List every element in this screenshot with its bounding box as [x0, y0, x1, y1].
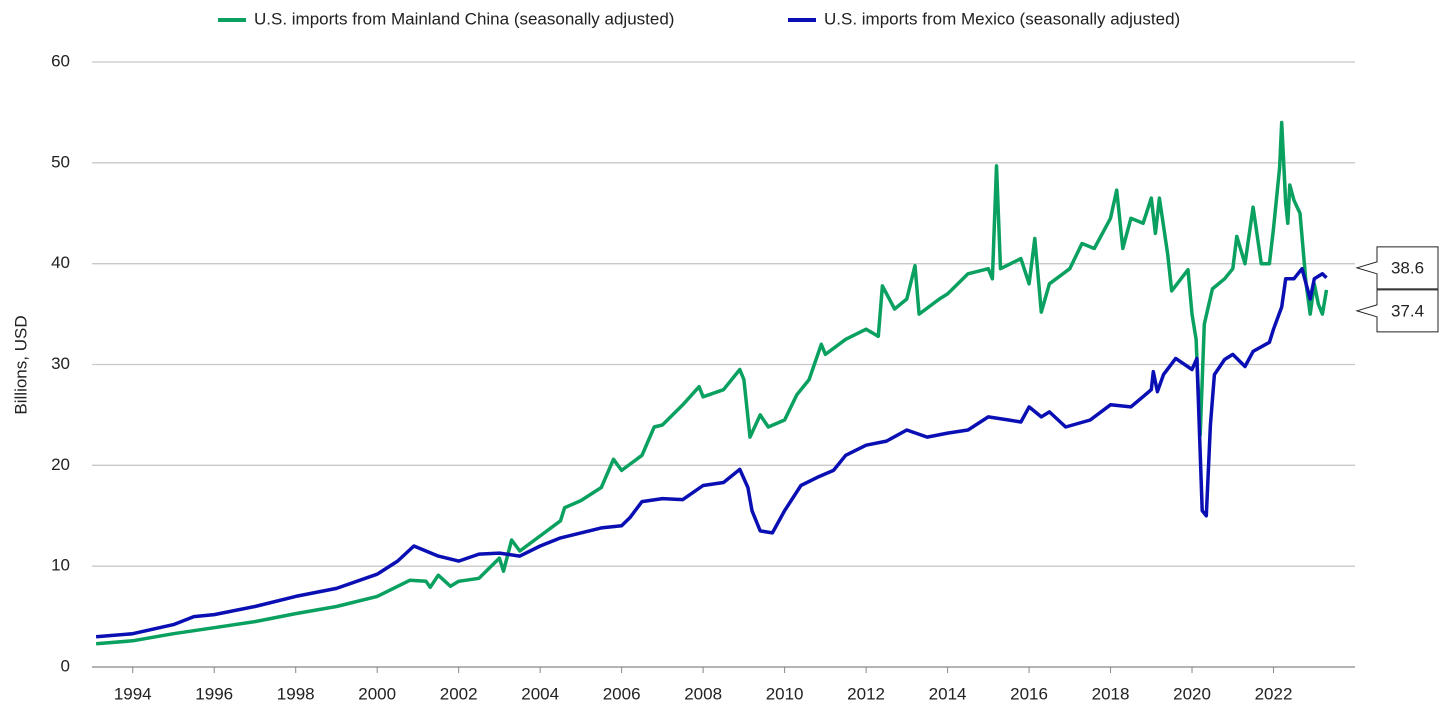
x-tick-label: 2016: [1010, 684, 1048, 703]
x-tick-label: 2020: [1173, 684, 1211, 703]
x-tick-label: 2006: [603, 684, 641, 703]
y-tick-label: 30: [51, 354, 70, 373]
legend-label: U.S. imports from Mainland China (season…: [254, 9, 674, 28]
data-line: [95, 266, 1328, 639]
callout-box: [1355, 246, 1439, 290]
x-tick-label: 1994: [114, 684, 152, 703]
y-tick-label: 0: [61, 656, 70, 675]
legend-label: U.S. imports from Mexico (seasonally adj…: [824, 9, 1180, 28]
x-tick-label: 2010: [766, 684, 804, 703]
callout-box: [1355, 289, 1439, 333]
callout-label: 37.4: [1391, 301, 1424, 320]
x-tick-label: 1996: [195, 684, 233, 703]
x-tick-label: 1998: [277, 684, 315, 703]
y-tick-label: 40: [51, 253, 70, 272]
x-tick-label: 2004: [521, 684, 559, 703]
x-tick-label: 2018: [1092, 684, 1130, 703]
x-tick-label: 2012: [847, 684, 885, 703]
x-tick-label: 2002: [440, 684, 478, 703]
y-tick-label: 60: [51, 51, 70, 70]
data-line: [95, 120, 1329, 646]
x-tick-label: 2000: [358, 684, 396, 703]
y-tick-label: 10: [51, 556, 70, 575]
x-tick-label: 2008: [684, 684, 722, 703]
y-tick-label: 20: [51, 455, 70, 474]
y-tick-label: 50: [51, 152, 70, 171]
y-axis-label: Billions, USD: [11, 315, 30, 414]
x-tick-label: 2022: [1255, 684, 1293, 703]
x-tick-label: 2014: [929, 684, 967, 703]
callout-label: 38.6: [1391, 258, 1424, 277]
